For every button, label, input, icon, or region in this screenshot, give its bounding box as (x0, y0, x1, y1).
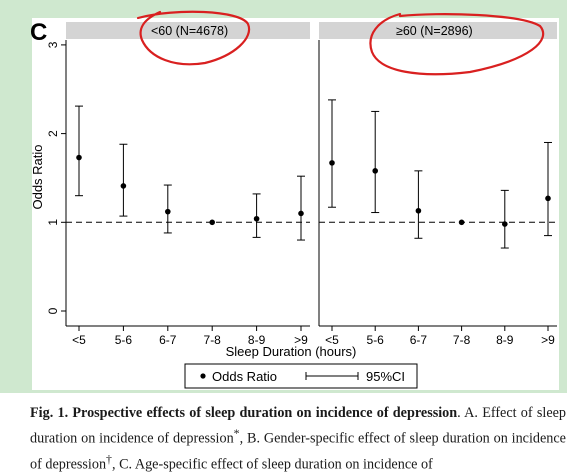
odds-ratio-point (372, 168, 379, 174)
panel-letter: C (30, 19, 47, 46)
caption-label: Fig. 1. (30, 405, 69, 421)
x-tick-label: 8-9 (496, 333, 514, 347)
caption-text-a: . A. Effect of sleep duration on inciden… (30, 405, 567, 447)
legend-box (184, 363, 418, 389)
y-tick-label: 1 (46, 219, 60, 226)
annotation-circle-left (136, 10, 251, 66)
legend-ci-label: 95%CI (366, 369, 405, 384)
x-tick-label: 5-6 (367, 333, 385, 347)
caption-text-c: , C. Age-specific effect of sleep durati… (111, 456, 433, 473)
odds-ratio-point (120, 183, 127, 189)
x-tick-label: 6-7 (159, 333, 177, 347)
x-tick-label: >9 (541, 333, 555, 347)
x-tick-label: <5 (72, 333, 86, 347)
panel-2-title: ≥60 (N=2896) (396, 24, 473, 38)
chart-figure: C Odds Ratio Sleep Duration (hours) <60 … (0, 0, 567, 393)
figure-caption: Fig. 1. Prospective effects of sleep dur… (30, 403, 566, 474)
annotations (136, 10, 545, 76)
odds-ratio-point (253, 215, 260, 222)
odds-ratio-point (502, 221, 508, 227)
x-tick-label: <5 (325, 333, 339, 347)
x-tick-label: 5-6 (115, 333, 133, 347)
plot-area (32, 18, 559, 390)
y-tick-label: 0 (46, 307, 60, 314)
panel-1-title: <60 (N=4678) (151, 24, 228, 38)
odds-ratio-point (165, 208, 171, 215)
annotation-circle-right (369, 12, 545, 76)
legend-point-label: Odds Ratio (212, 369, 277, 384)
y-tick-label: 2 (46, 130, 60, 137)
odds-ratio-point (545, 195, 551, 202)
legend-point-marker (200, 373, 206, 379)
odds-ratio-point (415, 207, 422, 214)
odds-ratio-point (76, 154, 82, 161)
x-tick-label: 7-8 (453, 333, 471, 347)
x-tick-label: 7-8 (204, 333, 222, 347)
y-axis-label: Odds Ratio (30, 144, 45, 209)
odds-ratio-point (298, 210, 304, 217)
caption-sup-1: * (233, 426, 240, 440)
legend: Odds Ratio 95%CI (184, 363, 418, 389)
x-tick-label: 6-7 (410, 333, 428, 347)
caption-title: Prospective effects of sleep duration on… (72, 405, 458, 421)
x-tick-label: 8-9 (248, 333, 266, 347)
odds-ratio-point (209, 219, 215, 226)
odds-ratio-point (458, 219, 465, 226)
x-axis-label: Sleep Duration (hours) (226, 344, 357, 359)
y-tick-label: 3 (46, 41, 60, 48)
x-tick-label: >9 (294, 333, 308, 347)
odds-ratio-point (329, 160, 335, 166)
